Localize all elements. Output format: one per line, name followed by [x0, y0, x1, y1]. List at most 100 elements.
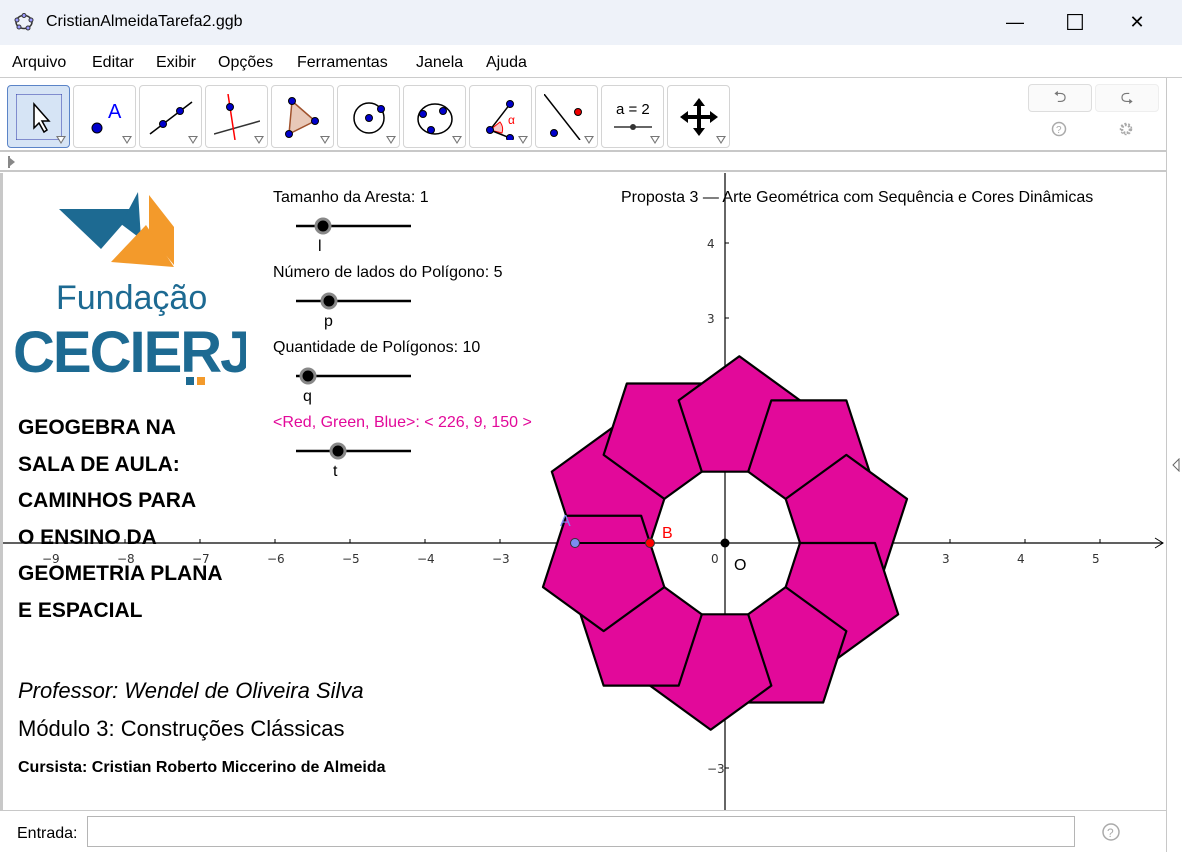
svg-text:Fundação: Fundação: [56, 279, 207, 317]
slider-t-caption: <Red, Green, Blue>: < 226, 9, 150 >: [273, 414, 532, 431]
svg-text:CECIERJ: CECIERJ: [13, 320, 246, 385]
slider-l-caption: Tamanho da Aresta: 1: [273, 189, 429, 206]
menu-opcoes[interactable]: Opções: [218, 54, 274, 71]
heading-line: SALA DE AULA:: [18, 452, 180, 476]
point-a-label: A: [560, 513, 571, 530]
point-tool[interactable]: A: [73, 85, 136, 148]
coordinate-plane[interactable]: −9 −8 −7 −6 −5 −4 −3 0 3 4 5 4 3 −3 l p q t A B O: [0, 173, 1166, 810]
menu-ajuda[interactable]: Ajuda: [486, 54, 527, 71]
cursista-text: Cursista: Cristian Roberto Miccerino de …: [18, 759, 386, 776]
input-label: Entrada:: [17, 825, 78, 842]
course-heading: GEOGEBRA NA SALA DE AULA: CAMINHOS PARA …: [18, 410, 223, 629]
slider-tool[interactable]: a = 2: [601, 85, 664, 148]
settings-gear-icon[interactable]: [1118, 121, 1134, 137]
point-a[interactable]: [570, 538, 580, 548]
x-tick-label: 0: [711, 552, 719, 566]
menu-bar: Arquivo Editar Exibir Opções Ferramentas…: [0, 45, 1182, 78]
svg-text:a = 2: a = 2: [616, 101, 650, 118]
right-panel-toggle: [1166, 78, 1182, 852]
heading-line: GEOMETRIA PLANA: [18, 562, 223, 585]
maximize-button[interactable]: ☐: [1065, 9, 1085, 35]
close-button[interactable]: ✕: [1129, 12, 1145, 32]
line-tool[interactable]: [139, 85, 202, 148]
angle-icon: α: [486, 100, 515, 140]
point-o[interactable]: [720, 538, 730, 548]
minimize-button[interactable]: —: [1006, 12, 1024, 32]
y-tick-label: −3: [707, 762, 725, 776]
x-tick-label: −4: [417, 552, 435, 566]
undo-button[interactable]: ⮌: [1028, 84, 1092, 112]
slider-knob[interactable]: [329, 442, 347, 460]
svg-text:?: ?: [1056, 125, 1062, 136]
move-tool[interactable]: [7, 85, 70, 148]
x-tick-label: 3: [942, 552, 950, 566]
x-tick-label: 5: [1092, 552, 1100, 566]
x-tick-label: −7: [192, 552, 210, 566]
geogebra-app-icon: [14, 13, 34, 31]
modulo-text: Módulo 3: Construções Clássicas: [18, 716, 345, 741]
slider-name-label: t: [333, 463, 338, 480]
graphics-view[interactable]: −9 −8 −7 −6 −5 −4 −3 0 3 4 5 4 3 −3 l p q t A B O Fundação C…: [0, 173, 1166, 810]
x-tick-label: −8: [117, 552, 135, 566]
perpendicular-line-icon: [214, 94, 260, 140]
move-arrows-icon: [680, 98, 718, 136]
expand-style-bar-icon[interactable]: [8, 156, 16, 168]
x-tick-label: 4: [1017, 552, 1025, 566]
menu-janela[interactable]: Janela: [416, 54, 464, 71]
menu-arquivo[interactable]: Arquivo: [12, 54, 67, 71]
slider-q-caption: Quantidade de Polígonos: 10: [273, 339, 481, 356]
arrow-cursor-icon: [16, 94, 62, 140]
menu-exibir[interactable]: Exibir: [156, 54, 197, 71]
input-field[interactable]: [87, 816, 1075, 847]
heading-line: CAMINHOS PARA: [18, 489, 197, 512]
professor-text: Professor: Wendel de Oliveira Silva: [18, 678, 364, 703]
line-icon: [149, 101, 193, 135]
input-bar: Entrada: ?: [0, 810, 1166, 852]
y-tick-label: 3: [707, 312, 715, 326]
collapse-arrow-icon[interactable]: [1172, 458, 1180, 472]
slider-name-label: q: [303, 388, 312, 405]
reflect-about-line-icon: [544, 94, 582, 140]
toolbar: A α a = 2 ⮌ ⮎ ?: [0, 78, 1166, 152]
fundacao-cecierj-logo: Fundação CECIERJ: [13, 192, 246, 385]
circle-center-point-tool[interactable]: [337, 85, 400, 148]
circle-three-points-tool[interactable]: [403, 85, 466, 148]
angle-tool[interactable]: α: [469, 85, 532, 148]
svg-text:α: α: [508, 113, 515, 127]
circle-icon: [353, 102, 385, 134]
point-b[interactable]: [645, 538, 655, 548]
x-tick-label: −9: [42, 552, 60, 566]
slider-knob[interactable]: [299, 367, 317, 385]
slider-name-label: p: [324, 313, 333, 330]
point-b-label: B: [662, 525, 673, 542]
point-icon: A: [91, 101, 122, 134]
style-bar-toggle: [0, 152, 1166, 172]
x-tick-label: −6: [267, 552, 285, 566]
slider-icon: a = 2: [614, 101, 652, 130]
redo-button[interactable]: ⮎: [1095, 84, 1159, 112]
y-tick-label: 4: [707, 237, 715, 251]
heading-line: E ESPACIAL: [18, 598, 143, 622]
slider-knob[interactable]: [320, 292, 338, 310]
reflect-tool[interactable]: [535, 85, 598, 148]
polygon-tool[interactable]: [271, 85, 334, 148]
title-bar: CristianAlmeidaTarefa2.ggb — ☐ ✕: [0, 0, 1182, 45]
svg-text:?: ?: [1107, 826, 1114, 840]
polygon-icon: [285, 97, 319, 138]
window-title: CristianAlmeidaTarefa2.ggb: [46, 13, 243, 30]
move-graphics-view-tool[interactable]: [667, 85, 730, 148]
circle-three-points-icon: [417, 103, 453, 135]
menu-ferramentas[interactable]: Ferramentas: [297, 54, 388, 71]
x-tick-label: −3: [492, 552, 510, 566]
heading-line: O ENSINO DA: [18, 525, 157, 549]
menu-editar[interactable]: Editar: [92, 54, 134, 71]
perpendicular-line-tool[interactable]: [205, 85, 268, 148]
slider-knob[interactable]: [314, 217, 332, 235]
input-help-icon[interactable]: ?: [1101, 822, 1121, 842]
slider-p-caption: Número de lados do Polígono: 5: [273, 264, 503, 281]
slider-name-label: l: [318, 238, 322, 255]
help-icon[interactable]: ?: [1051, 121, 1067, 137]
x-axis-arrow-icon: [1154, 537, 1164, 549]
x-tick-label: −5: [342, 552, 360, 566]
page-title: Proposta 3 — Arte Geométrica com Sequênc…: [621, 189, 1094, 206]
